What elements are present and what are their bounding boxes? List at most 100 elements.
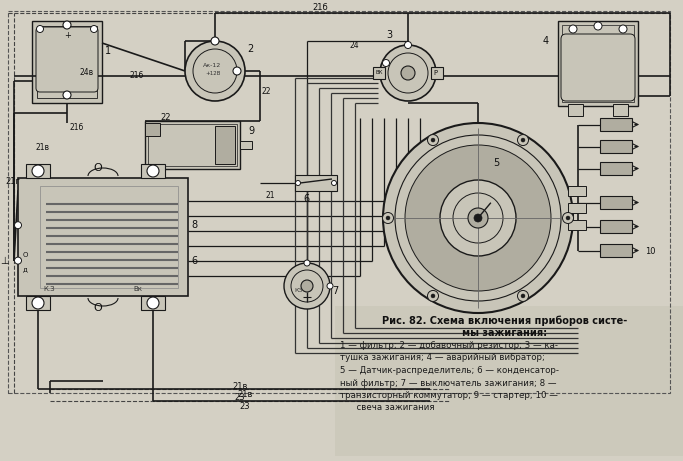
Circle shape: [440, 180, 516, 256]
Text: Р: Р: [433, 70, 437, 76]
Bar: [40, 186, 178, 288]
Text: 24в: 24в: [80, 69, 94, 77]
Bar: [145, 121, 240, 169]
Circle shape: [91, 25, 98, 32]
Circle shape: [304, 260, 310, 266]
Circle shape: [474, 214, 482, 222]
Circle shape: [32, 297, 44, 309]
Circle shape: [63, 91, 71, 99]
Text: 21в: 21в: [237, 390, 253, 398]
Bar: [215, 126, 235, 164]
Text: Рис. 82. Схема включения приборов систе-: Рис. 82. Схема включения приборов систе-: [382, 316, 628, 326]
Text: 21в: 21в: [232, 382, 248, 390]
Circle shape: [211, 37, 219, 45]
Text: 5: 5: [493, 158, 499, 168]
Text: 10: 10: [645, 247, 656, 255]
Bar: [26, 296, 50, 310]
Text: 21б: 21б: [312, 4, 328, 12]
Circle shape: [14, 257, 21, 264]
Text: мы зажигания:: мы зажигания:: [462, 328, 548, 338]
Text: 4: 4: [543, 36, 549, 46]
Circle shape: [566, 216, 570, 220]
Bar: [600, 162, 632, 175]
Bar: [562, 25, 634, 102]
Text: Ак-12: Ак-12: [203, 64, 221, 69]
Circle shape: [301, 280, 313, 292]
Bar: [141, 164, 165, 178]
Text: 3: 3: [386, 30, 392, 40]
Bar: [32, 21, 102, 103]
Circle shape: [147, 165, 159, 177]
Bar: [145, 123, 160, 136]
Circle shape: [431, 294, 435, 298]
Circle shape: [428, 290, 438, 301]
Circle shape: [518, 135, 529, 146]
Circle shape: [428, 135, 438, 146]
Text: +: +: [64, 31, 71, 41]
Bar: [600, 118, 632, 131]
Bar: [568, 203, 586, 213]
Circle shape: [147, 297, 159, 309]
Text: 9: 9: [248, 126, 254, 136]
Bar: [373, 67, 385, 79]
Text: 21: 21: [265, 191, 275, 201]
FancyBboxPatch shape: [36, 27, 98, 92]
Circle shape: [594, 22, 602, 30]
Text: 21б: 21б: [69, 124, 83, 132]
Circle shape: [296, 181, 301, 185]
Text: 21в: 21в: [35, 143, 49, 153]
Text: 8: 8: [191, 220, 197, 230]
Circle shape: [380, 45, 436, 101]
Circle shape: [382, 59, 389, 66]
Text: 24: 24: [350, 41, 360, 51]
Circle shape: [32, 165, 44, 177]
Circle shape: [563, 213, 574, 224]
Circle shape: [521, 294, 525, 298]
Text: 7: 7: [332, 286, 338, 296]
Text: ВК: ВК: [375, 71, 382, 76]
Bar: [26, 164, 50, 178]
Text: О: О: [23, 252, 29, 258]
Text: 22: 22: [262, 87, 272, 95]
Bar: [600, 140, 632, 153]
Circle shape: [63, 21, 71, 29]
Text: Вк: Вк: [133, 286, 142, 292]
Circle shape: [284, 263, 330, 309]
Circle shape: [14, 222, 21, 229]
Bar: [568, 220, 586, 230]
Bar: [141, 296, 165, 310]
FancyBboxPatch shape: [561, 34, 635, 101]
Bar: [37, 26, 97, 98]
Text: КЗ: КЗ: [295, 289, 303, 294]
Bar: [558, 21, 638, 106]
Circle shape: [619, 25, 627, 33]
Text: 22: 22: [160, 113, 171, 123]
Bar: [18, 178, 188, 296]
Bar: [600, 220, 632, 233]
Bar: [240, 141, 252, 149]
Bar: [8, 11, 670, 393]
Text: 6: 6: [191, 255, 197, 266]
Circle shape: [405, 145, 551, 291]
Text: +12В: +12В: [205, 71, 221, 77]
Circle shape: [404, 41, 411, 48]
Bar: [148, 124, 237, 166]
Bar: [431, 67, 443, 79]
Circle shape: [233, 67, 241, 75]
Text: 2: 2: [247, 44, 253, 54]
Text: 6: 6: [303, 194, 309, 204]
Text: 1 — фильтр; 2 — добавочный резистор; 3 — ка-
тушка зажигания; 4 — аварийный вибр: 1 — фильтр; 2 — добавочный резистор; 3 —…: [340, 341, 559, 413]
Text: 23: 23: [235, 392, 245, 402]
Circle shape: [401, 66, 415, 80]
Bar: [613, 104, 628, 116]
Text: O: O: [94, 163, 102, 173]
Text: 1: 1: [105, 46, 111, 56]
Text: д: д: [23, 266, 28, 272]
Circle shape: [386, 216, 390, 220]
Circle shape: [327, 283, 333, 289]
Bar: [568, 104, 583, 116]
Bar: [335, 306, 683, 456]
Text: ⊥: ⊥: [0, 255, 8, 266]
Circle shape: [185, 41, 245, 101]
Text: К.З: К.З: [43, 286, 55, 292]
